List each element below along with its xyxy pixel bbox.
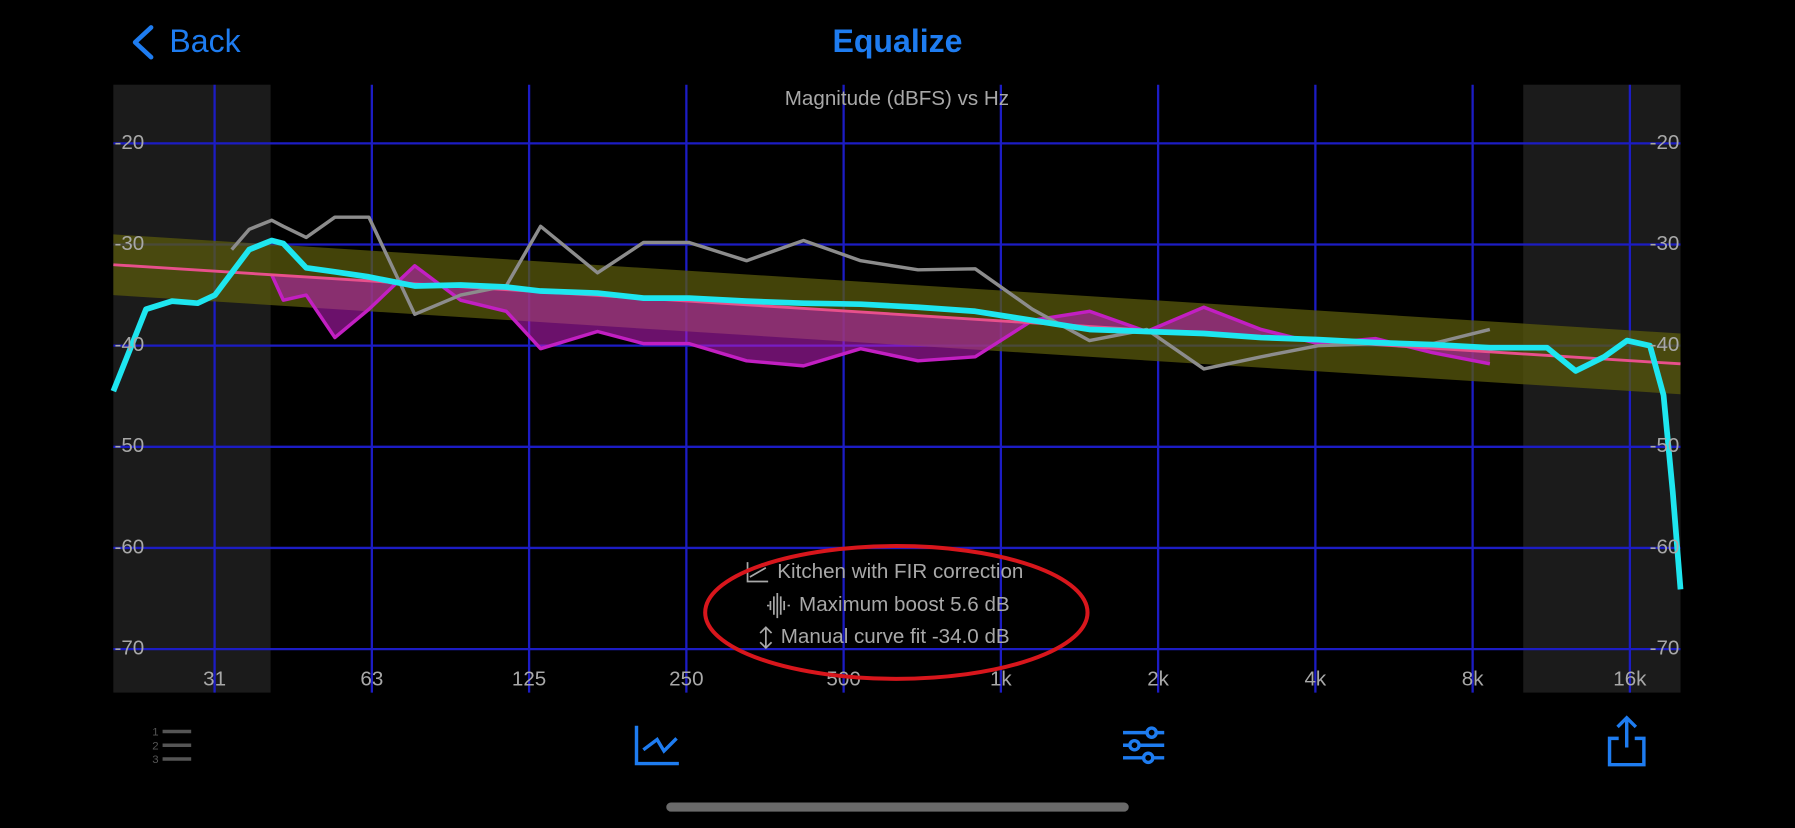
plot-background [113, 84, 1681, 693]
series-line [270, 264, 1491, 368]
back-button[interactable]: Back [132, 23, 242, 60]
share-tab[interactable] [1607, 715, 1646, 767]
x-tick-label: 4k [1304, 667, 1326, 690]
x-tick-label: 63 [360, 667, 383, 690]
icon-line [642, 736, 678, 754]
chart-tab[interactable] [634, 725, 679, 766]
x-tick-label: 1k [990, 667, 1012, 690]
x-tick-label: 125 [512, 667, 546, 690]
icon-arrow [1616, 715, 1638, 748]
series-line [110, 237, 1684, 590]
y-tick-label-right: -70 [1650, 637, 1680, 660]
y-tick-label-right: -50 [1650, 434, 1680, 457]
chart-title: Magnitude (dBFS) vs Hz [785, 87, 1009, 110]
x-tick-label: 16k [1613, 667, 1647, 690]
icon-knob [1141, 751, 1155, 765]
y-tick-label-right: -30 [1650, 232, 1680, 255]
home-indicator [666, 802, 1129, 812]
annotation: Maximum boost 5.6 dB [799, 593, 1010, 616]
y-tick-label: -70 [114, 637, 144, 660]
x-tick-label: 31 [203, 667, 226, 690]
curve-icon [746, 562, 769, 583]
annotation-icons [746, 562, 790, 650]
plot: Magnitude (dBFS) vs Hz -20 -20 -30 -30 -40 -40… [110, 84, 1684, 693]
x-tick-label: 2k [1147, 667, 1169, 690]
list-tab[interactable]: 1 2 3 [152, 727, 192, 766]
icon-digit: 1 [152, 727, 158, 739]
updown-icon [759, 626, 773, 650]
y-tick-label-right: -60 [1650, 535, 1680, 558]
y-tick-label-right: -40 [1650, 333, 1680, 356]
annotation: Manual curve fit -34.0 dB [781, 625, 1010, 648]
nav-title: Equalize [832, 23, 962, 59]
shaded-range [113, 84, 271, 693]
y-tick-label: -50 [114, 434, 144, 457]
back-chevron [132, 25, 154, 60]
waveform-icon [766, 592, 790, 619]
series-line [230, 215, 1491, 371]
boost-fill [271, 265, 1490, 366]
y-tick-label: -30 [114, 232, 144, 255]
x-tick-label: 500 [826, 667, 860, 690]
annotation: Kitchen with FIR correction [777, 560, 1023, 583]
icon-digit: 2 [152, 740, 158, 752]
tab-bar: 1 2 3 [152, 715, 1646, 767]
y-tick-label: -60 [114, 535, 144, 558]
sliders-tab[interactable] [1123, 726, 1165, 765]
x-tick-label: 8k [1462, 667, 1484, 690]
target-line [113, 263, 1681, 366]
y-tick-label: -20 [114, 131, 144, 154]
icon-digit: 3 [152, 754, 158, 766]
y-tick-label-right: -20 [1650, 131, 1680, 154]
highlight-ellipse [703, 544, 1090, 681]
icon-knob [1145, 726, 1158, 739]
y-tick-label: -40 [114, 333, 144, 356]
x-tick-label: 250 [669, 667, 703, 690]
icon-box [1607, 736, 1646, 767]
icon-axes [634, 725, 679, 766]
icon-knob [1128, 738, 1141, 752]
back-label[interactable]: Back [169, 23, 241, 59]
